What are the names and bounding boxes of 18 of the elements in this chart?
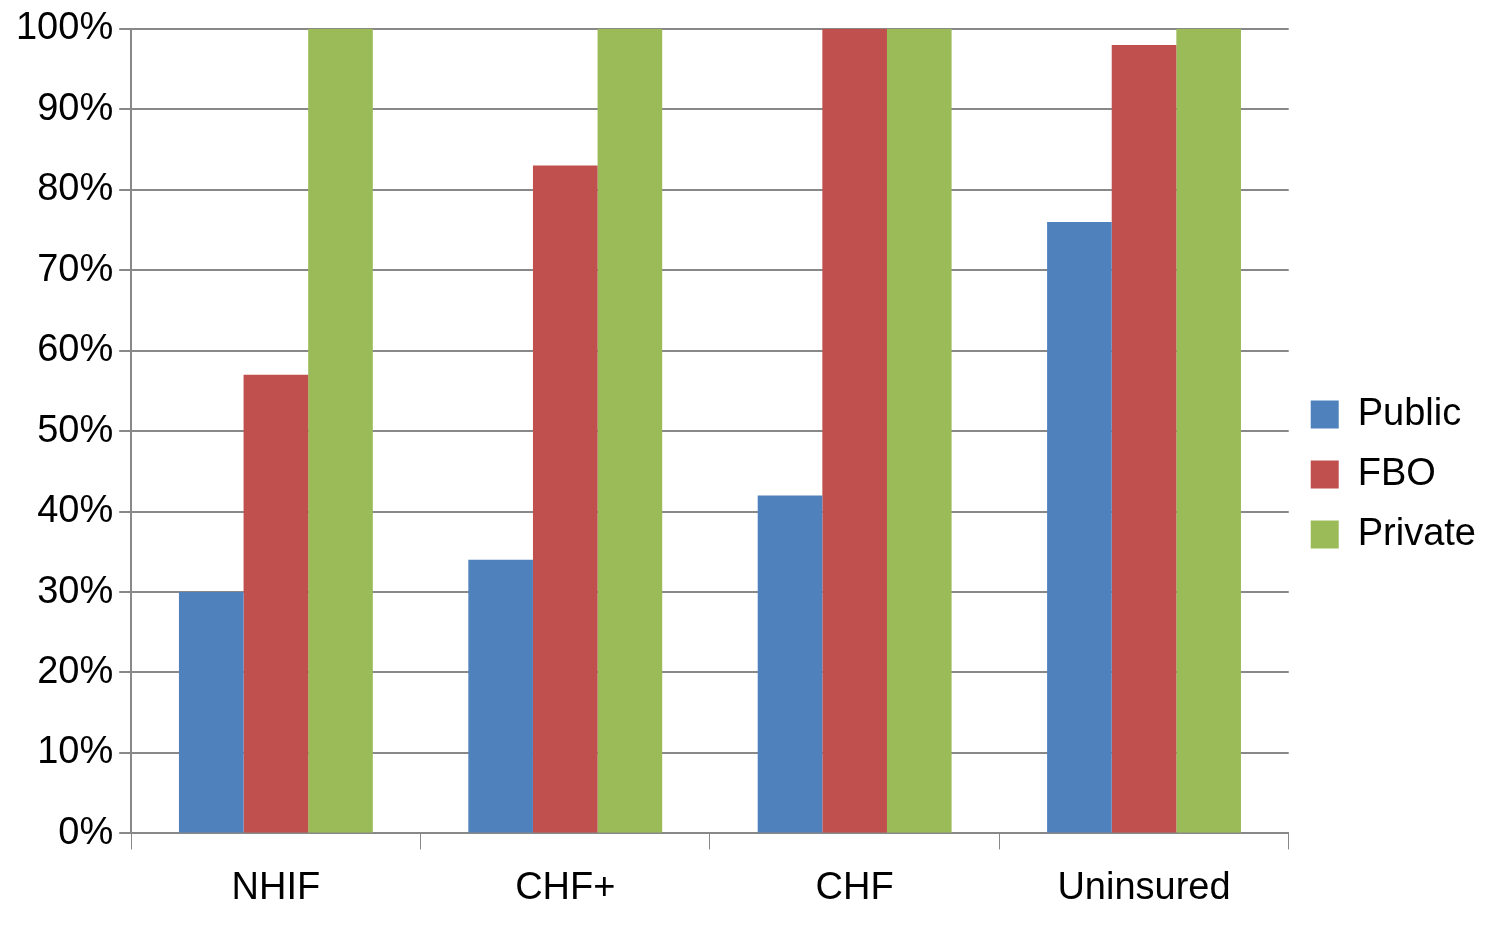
y-tick-label: 60% xyxy=(37,327,114,370)
y-tick-label: 30% xyxy=(37,568,114,611)
y-tick-label: 90% xyxy=(37,85,114,128)
x-tick-label: Uninsured xyxy=(1057,864,1231,907)
legend-label: Public xyxy=(1357,390,1462,433)
y-tick-label: 20% xyxy=(37,648,114,691)
x-tick-label: CHF xyxy=(815,864,894,907)
y-tick-label: 100% xyxy=(15,5,114,48)
y-tick-label: 10% xyxy=(37,729,114,772)
legend-label: Private xyxy=(1357,510,1477,553)
x-tick-label: CHF+ xyxy=(515,864,616,907)
y-tick-label: 0% xyxy=(58,809,114,852)
y-tick-label: 40% xyxy=(37,488,114,531)
y-tick-label: 80% xyxy=(37,166,114,209)
x-tick-label: NHIF xyxy=(231,864,321,907)
legend-label: FBO xyxy=(1357,450,1436,493)
y-tick-label: 50% xyxy=(37,407,114,450)
y-tick-label: 70% xyxy=(37,246,114,289)
